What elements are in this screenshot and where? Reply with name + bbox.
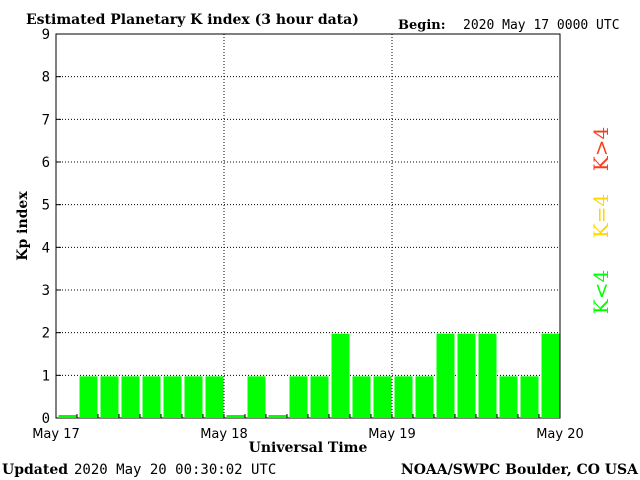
source-credit: NOAA/SWPC Boulder, CO USA <box>401 462 639 478</box>
y-tick-label: 5 <box>42 198 50 214</box>
x-tick-label: May 20 <box>536 427 584 442</box>
kp-bar <box>352 376 371 418</box>
kp-bars <box>58 333 560 418</box>
updated-value: 2020 May 20 00:30:02 UTC <box>74 462 276 478</box>
kp-bar <box>478 333 497 418</box>
y-tick-label: 4 <box>42 240 50 256</box>
kp-bar <box>247 376 266 418</box>
x-tick-label: May 17 <box>32 427 80 442</box>
updated-label: Updated <box>2 462 68 478</box>
chart-title: Estimated Planetary K index (3 hour data… <box>26 12 359 28</box>
kp-bar <box>79 376 98 418</box>
legend-k-equal-4: K=4 <box>589 194 613 238</box>
y-tick-label: 0 <box>42 411 50 427</box>
kp-bar <box>100 376 119 418</box>
y-axis-label: Kp index <box>15 191 31 261</box>
kp-bar <box>142 376 161 418</box>
kp-bar <box>520 376 539 418</box>
kp-bar <box>226 415 245 418</box>
kp-bar <box>373 376 392 418</box>
kp-bar <box>499 376 518 418</box>
kp-bar <box>310 376 329 418</box>
kp-bar <box>541 333 560 418</box>
kp-bar <box>415 376 434 418</box>
y-tick-label: 6 <box>42 155 50 171</box>
kp-bar <box>331 333 350 418</box>
x-tick-labels: May 17 May 18 May 19 May 20 <box>32 427 584 442</box>
x-tick-label: May 18 <box>200 427 248 442</box>
kp-bar <box>289 376 308 418</box>
y-tick-label: 2 <box>42 326 50 342</box>
legend-k-less-4: K<4 <box>589 270 613 314</box>
y-tick-label: 3 <box>42 283 50 299</box>
legend-k-greater-4: K>4 <box>589 127 613 171</box>
kp-bar <box>205 376 224 418</box>
y-tick-labels: 0 1 2 3 4 5 6 7 8 9 <box>42 27 50 427</box>
kp-bar <box>457 333 476 418</box>
kp-bar <box>436 333 455 418</box>
kp-bar <box>184 376 203 418</box>
y-tick-label: 7 <box>42 112 50 128</box>
horizontal-gridlines <box>56 33 560 419</box>
kp-bar <box>394 376 413 418</box>
kp-bar <box>163 376 182 418</box>
begin-value: 2020 May 17 0000 UTC <box>463 18 620 33</box>
y-tick-label: 1 <box>42 368 50 384</box>
y-tick-label: 8 <box>42 70 50 86</box>
vertical-gridlines <box>76 34 540 418</box>
y-tick-label: 9 <box>42 27 50 43</box>
x-axis-label: Universal Time <box>249 440 368 456</box>
kp-bar <box>268 415 287 418</box>
x-tick-label: May 19 <box>368 427 416 442</box>
kp-bar <box>58 415 77 418</box>
begin-label: Begin: <box>398 18 446 33</box>
kp-bar <box>121 376 140 418</box>
